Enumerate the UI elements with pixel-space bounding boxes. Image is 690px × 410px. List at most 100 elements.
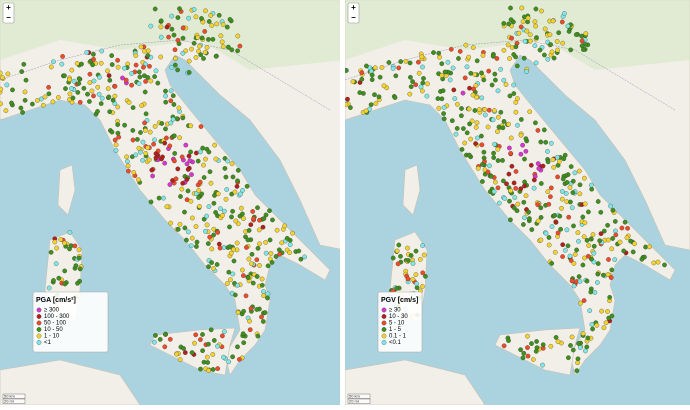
station-marker (590, 326, 595, 332)
station-marker (287, 242, 293, 248)
station-marker (191, 40, 197, 46)
station-marker (91, 78, 97, 84)
station-marker (235, 344, 240, 350)
station-marker (522, 38, 528, 44)
station-marker (576, 274, 582, 279)
station-marker (18, 105, 24, 111)
station-marker (473, 141, 478, 146)
station-marker (19, 69, 25, 74)
station-marker (552, 249, 558, 255)
station-marker (262, 310, 268, 315)
station-marker (598, 209, 604, 215)
station-marker (67, 230, 73, 235)
station-marker (232, 292, 238, 298)
station-marker (520, 355, 526, 361)
station-marker (206, 341, 211, 347)
station-marker (518, 186, 524, 192)
station-marker (69, 86, 74, 91)
station-marker (350, 79, 356, 84)
station-marker (180, 35, 186, 41)
station-marker (270, 217, 275, 223)
station-marker (198, 337, 203, 342)
station-marker (580, 262, 586, 268)
station-marker (267, 237, 273, 243)
station-marker (130, 128, 136, 133)
station-marker (40, 102, 46, 108)
station-marker (576, 168, 582, 174)
station-marker (54, 245, 59, 251)
station-marker (112, 137, 118, 143)
station-marker (492, 71, 498, 77)
station-marker (95, 84, 101, 90)
station-marker (69, 67, 75, 73)
station-marker (240, 188, 245, 193)
station-marker (533, 6, 539, 12)
station-marker (235, 310, 241, 315)
station-marker (540, 342, 546, 348)
zoom-in-button[interactable]: + (351, 3, 356, 12)
station-marker (369, 77, 375, 83)
station-marker (521, 222, 526, 227)
station-marker (580, 214, 586, 220)
zoom-out-button[interactable]: − (6, 13, 11, 22)
station-marker (495, 88, 501, 94)
station-marker (532, 43, 538, 49)
zoom-in-button[interactable]: + (6, 3, 11, 12)
station-marker (609, 246, 615, 252)
station-marker (570, 178, 576, 184)
station-marker (584, 278, 590, 284)
station-marker (136, 81, 142, 87)
station-marker (585, 335, 591, 341)
station-marker (179, 186, 185, 192)
station-marker (171, 133, 177, 139)
zoom-out-button[interactable]: − (351, 13, 356, 22)
station-marker (523, 136, 529, 142)
station-marker (226, 359, 232, 365)
station-marker (474, 120, 480, 126)
station-marker (453, 131, 459, 137)
station-marker (565, 243, 571, 249)
station-marker (172, 151, 178, 156)
station-marker (214, 262, 220, 267)
station-marker (548, 140, 554, 146)
station-marker (589, 186, 595, 192)
station-marker (574, 247, 579, 253)
station-marker (153, 151, 159, 156)
station-marker (436, 105, 442, 111)
station-marker (459, 106, 464, 111)
station-marker (575, 230, 581, 235)
station-marker (10, 87, 15, 93)
station-marker (594, 322, 600, 328)
station-marker (543, 139, 549, 145)
station-marker (560, 40, 566, 46)
station-marker (164, 135, 169, 141)
station-marker (473, 94, 479, 100)
station-marker (216, 12, 222, 18)
station-marker (46, 84, 51, 90)
station-marker (447, 77, 453, 83)
station-marker (376, 94, 382, 100)
station-marker (273, 254, 279, 259)
station-marker (67, 77, 72, 82)
station-marker (622, 219, 628, 225)
station-marker (202, 29, 208, 34)
station-marker (381, 83, 387, 89)
station-marker (539, 8, 544, 14)
station-marker (142, 120, 147, 126)
station-marker (565, 23, 571, 29)
station-marker (617, 239, 623, 245)
zoom-control (2, 2, 15, 24)
station-marker (441, 116, 447, 122)
station-marker (537, 47, 543, 53)
station-marker (595, 261, 601, 266)
station-marker (570, 190, 576, 195)
station-marker (613, 228, 618, 234)
station-marker (507, 145, 512, 151)
station-marker (115, 104, 121, 110)
station-marker (560, 254, 565, 259)
station-marker (535, 161, 541, 166)
station-marker (203, 8, 208, 14)
station-marker (610, 236, 616, 241)
station-marker (261, 216, 267, 221)
station-marker (109, 129, 115, 135)
